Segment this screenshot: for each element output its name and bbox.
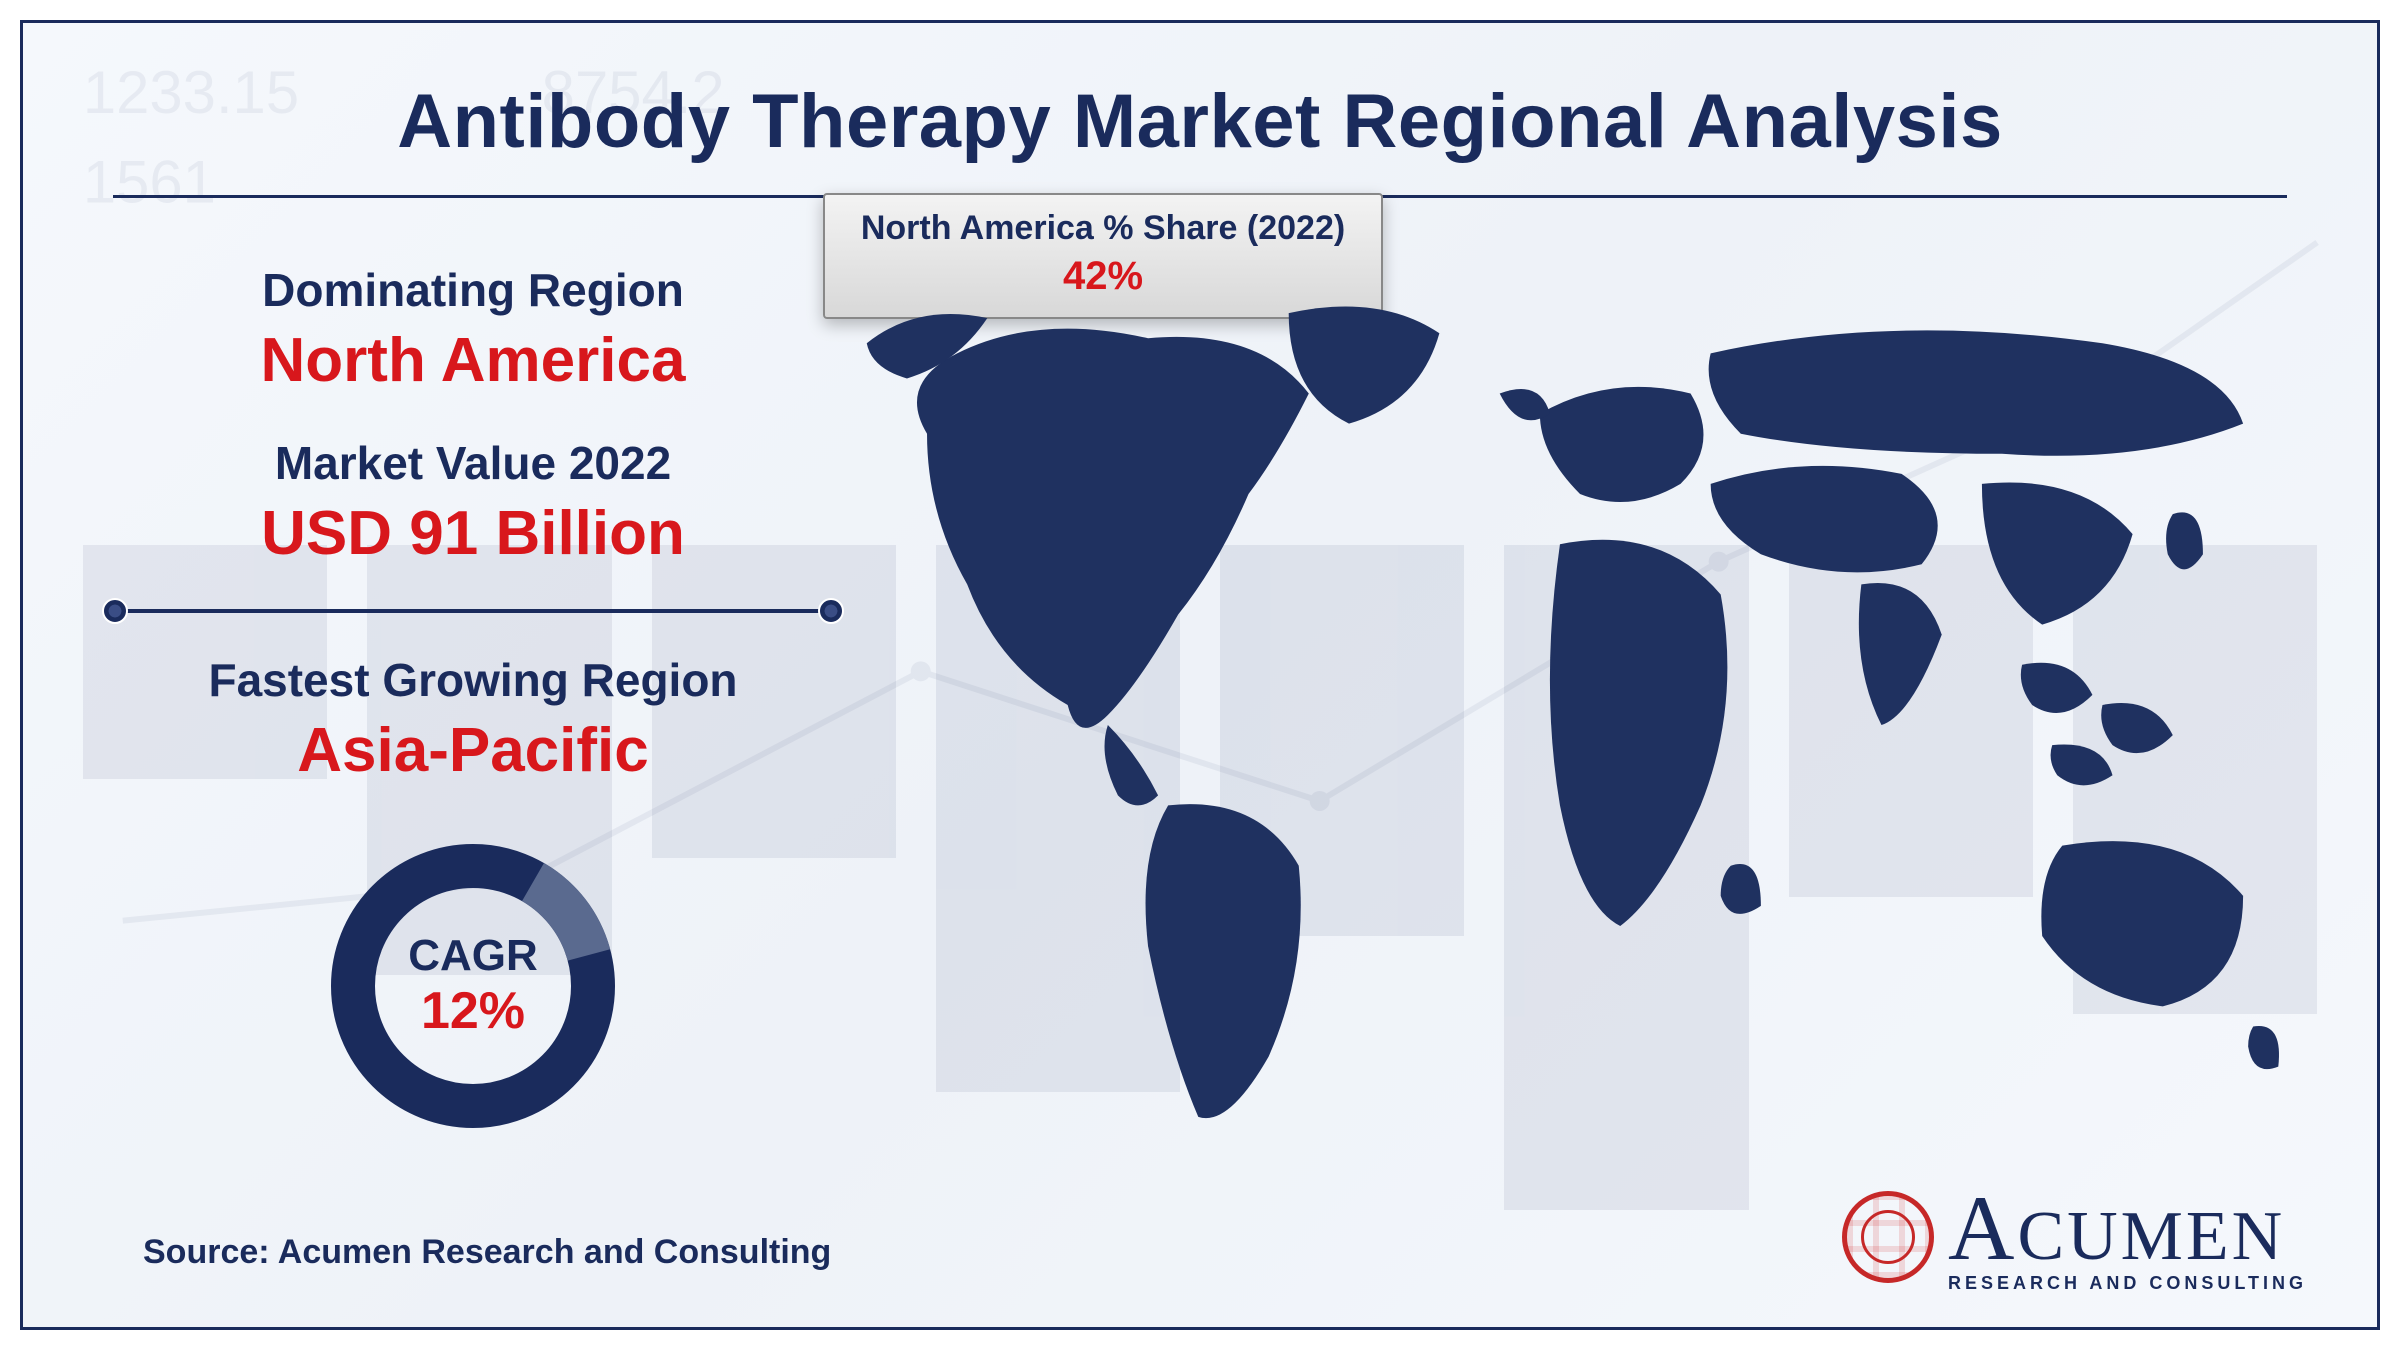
logo-text: ACUMEN RESEARCH AND CONSULTING (1948, 1182, 2307, 1292)
stat-market-value: Market Value 2022 USD 91 Billion (113, 436, 833, 569)
stats-divider (113, 609, 833, 613)
stat-value: North America (113, 325, 833, 396)
cagr-ring: CAGR 12% (323, 836, 623, 1136)
stat-dominating-region: Dominating Region North America (113, 263, 833, 396)
world-map (823, 283, 2317, 1147)
stat-label: Market Value 2022 (113, 436, 833, 490)
stat-label: Fastest Growing Region (113, 653, 833, 707)
stat-label: Dominating Region (113, 263, 833, 317)
globe-icon (1842, 1191, 1934, 1283)
logo-name: ACUMEN (1948, 1182, 2307, 1274)
cagr-label: CAGR (408, 931, 538, 981)
callout-label: North America % Share (2022) (845, 209, 1361, 248)
infographic-frame: 1233.15 8754.2 1561 Antibody Therapy Mar… (20, 20, 2380, 1330)
cagr-value: 12% (421, 981, 525, 1041)
stat-value: Asia-Pacific (113, 715, 833, 786)
source-text: Source: Acumen Research and Consulting (143, 1233, 831, 1272)
stats-panel: Dominating Region North America Market V… (113, 263, 833, 1136)
content-area: Dominating Region North America Market V… (23, 223, 2377, 1327)
cagr-text: CAGR 12% (323, 836, 623, 1136)
brand-logo: ACUMEN RESEARCH AND CONSULTING (1842, 1182, 2307, 1292)
cagr-block: CAGR 12% (113, 836, 833, 1136)
stat-value: USD 91 Billion (113, 498, 833, 569)
stat-fastest-growing: Fastest Growing Region Asia-Pacific (113, 653, 833, 786)
logo-tagline: RESEARCH AND CONSULTING (1948, 1274, 2307, 1292)
page-title: Antibody Therapy Market Regional Analysi… (23, 23, 2377, 195)
